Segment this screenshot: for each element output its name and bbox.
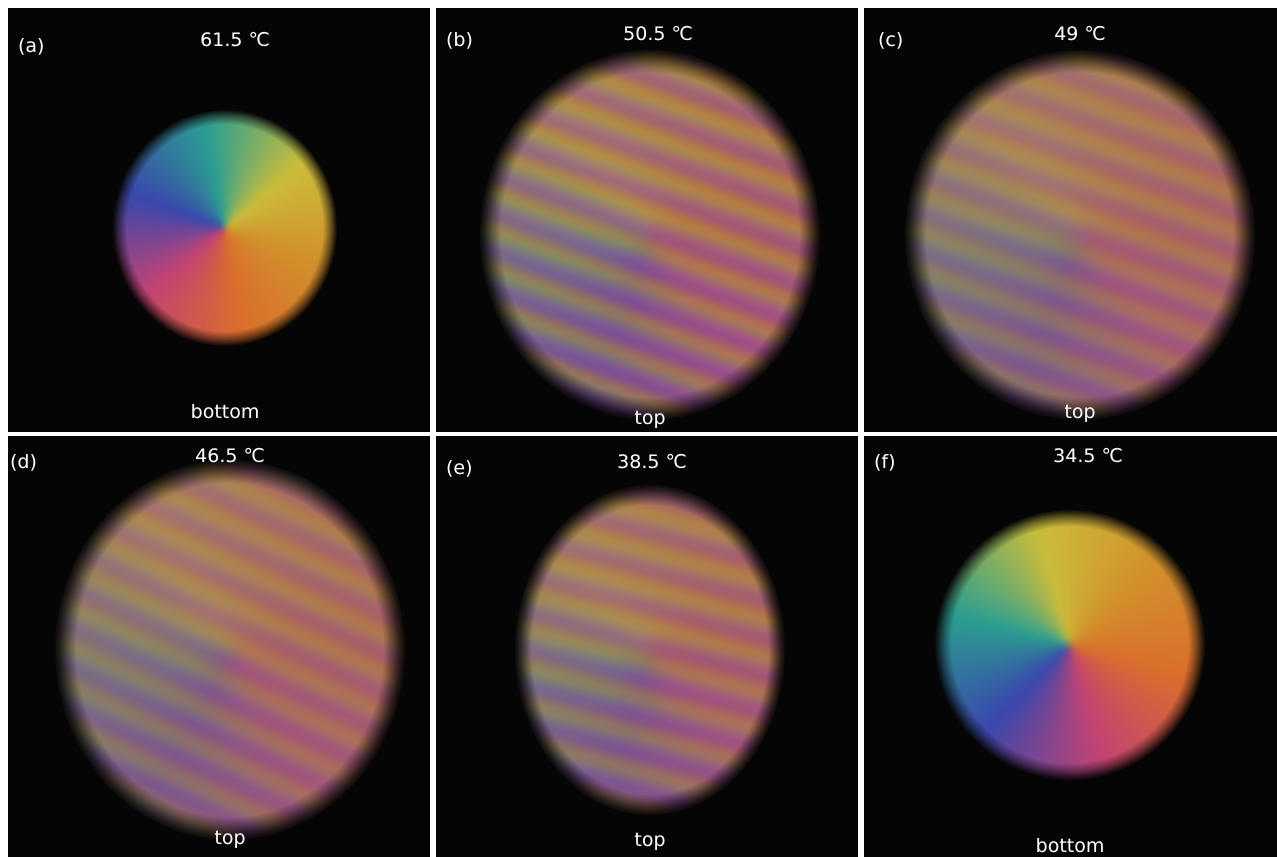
micrograph-panel: (f) 34.5 ℃ bottom <box>864 436 1277 857</box>
micrograph-panel: (a) 61.5 ℃ bottom <box>8 8 430 432</box>
figure: (a)61.5 ℃bottom(b)50.5 ℃top(c)49 ℃top(d)… <box>0 0 1277 857</box>
micrograph-panel: (b) 50.5 ℃ top <box>436 8 858 432</box>
view-side: top <box>1064 401 1095 423</box>
droplet <box>480 50 820 420</box>
panel-label: (e) <box>446 457 473 479</box>
droplet <box>55 460 405 840</box>
temperature: 38.5 ℃ <box>617 451 687 473</box>
temperature: 49 ℃ <box>1054 23 1106 45</box>
micrograph-panel: (d) 46.5 ℃ top <box>8 436 430 857</box>
temperature: 34.5 ℃ <box>1053 445 1123 467</box>
panel-label: (a) <box>18 35 44 57</box>
view-side: bottom <box>1036 835 1105 857</box>
view-side: bottom <box>191 401 260 423</box>
view-side: top <box>634 407 665 429</box>
view-side: top <box>214 827 245 849</box>
panel-label: (d) <box>10 451 37 473</box>
micrograph-panel: (c) 49 ℃ top <box>864 8 1277 432</box>
droplet <box>515 485 785 815</box>
panel-label: (b) <box>446 29 473 51</box>
view-side: top <box>634 829 665 851</box>
temperature: 61.5 ℃ <box>200 29 270 51</box>
droplet <box>113 110 337 346</box>
micrograph-panel: (e) 38.5 ℃ top <box>436 436 858 857</box>
droplet <box>905 50 1255 420</box>
droplet <box>935 510 1205 780</box>
panel-label: (f) <box>874 451 896 473</box>
panel-label: (c) <box>878 29 903 51</box>
temperature: 50.5 ℃ <box>623 23 693 45</box>
temperature: 46.5 ℃ <box>195 445 265 467</box>
